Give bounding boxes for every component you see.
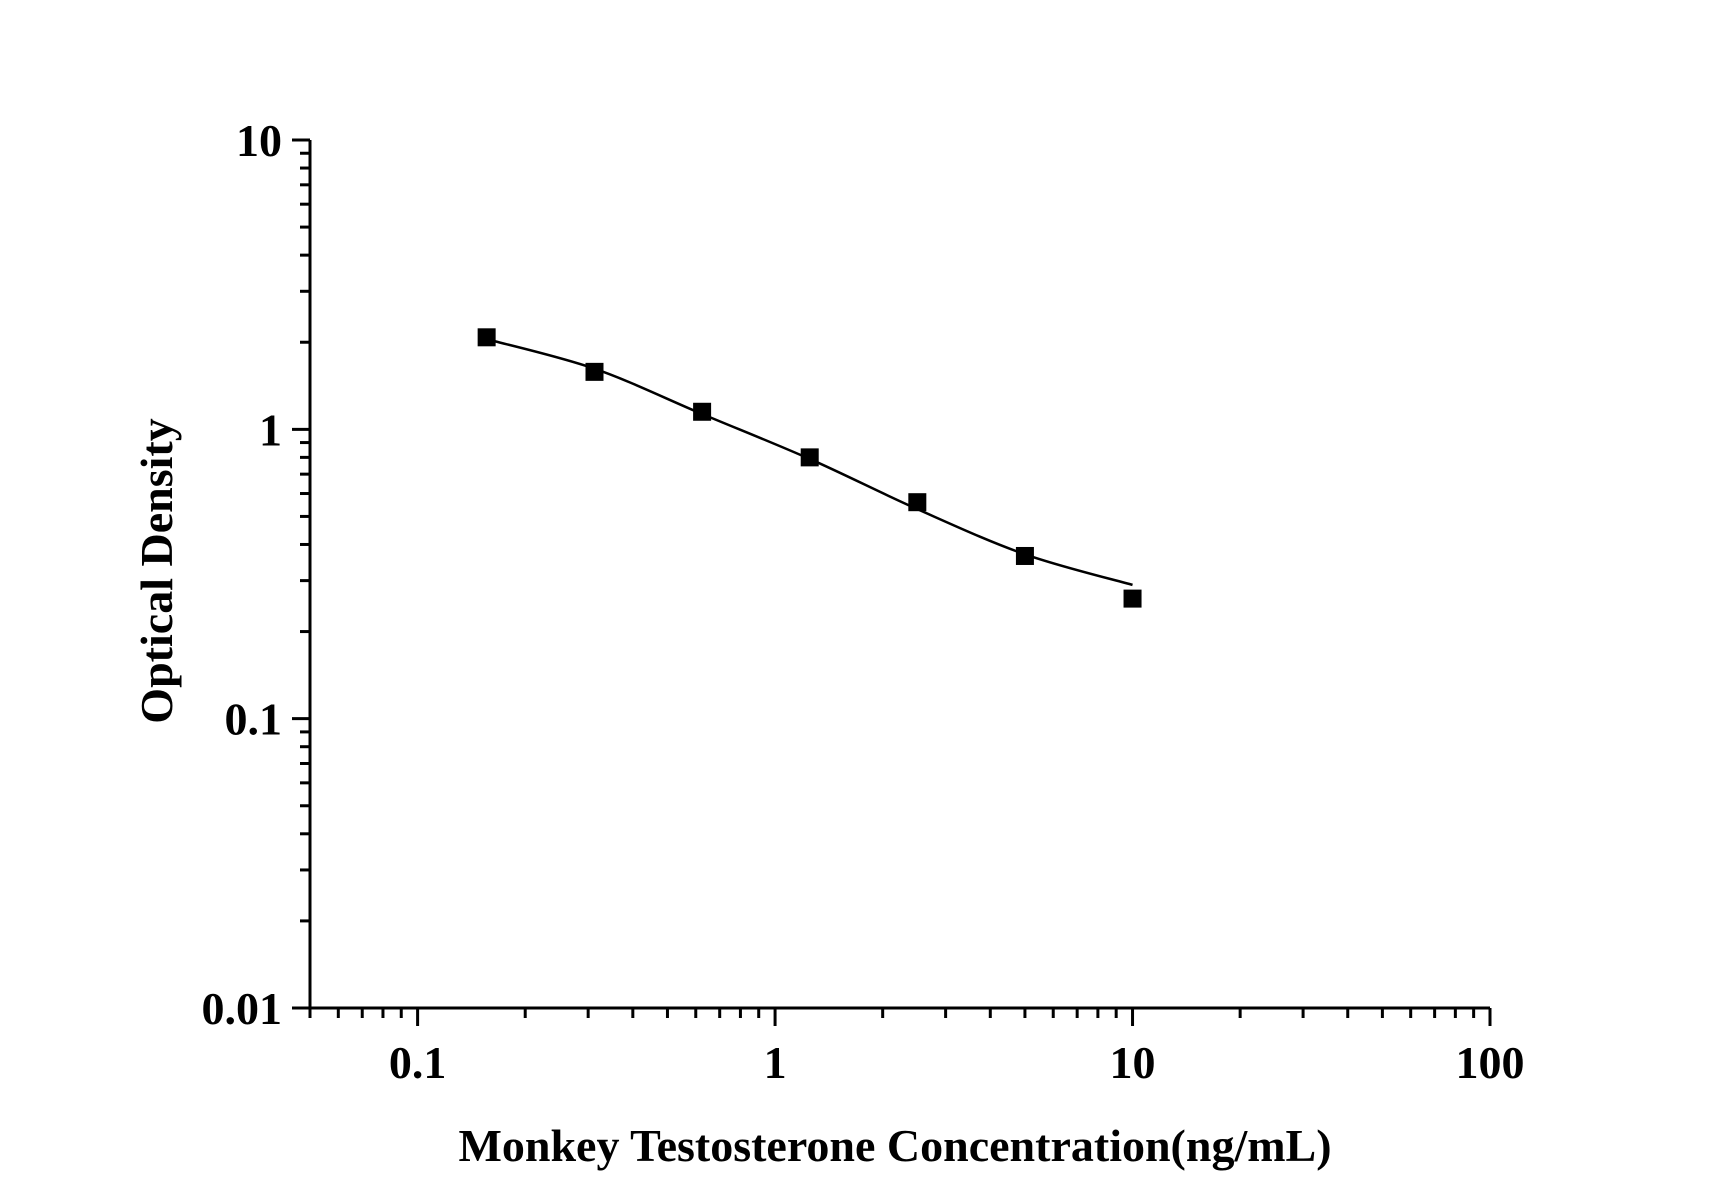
x-axis-label: Monkey Testosterone Concentration(ng/mL) (458, 1120, 1331, 1171)
data-point (1015, 546, 1034, 565)
data-point (1123, 589, 1142, 608)
y-axis-label: Optical Density (131, 418, 182, 723)
x-axis-ticks: 0.1 1 10 100 (308, 1008, 1525, 1088)
y-tick-label: 10 (236, 115, 282, 166)
data-point (477, 328, 496, 347)
y-tick-label: 1 (259, 404, 282, 455)
data-point (800, 448, 819, 467)
x-tick-label: 0.1 (389, 1037, 447, 1088)
data-points (477, 328, 1142, 608)
data-point (693, 402, 712, 421)
axes (308, 140, 1490, 1010)
x-tick-label: 1 (764, 1037, 787, 1088)
data-point (908, 493, 927, 512)
data-point (585, 362, 604, 381)
x-tick-label: 100 (1456, 1037, 1525, 1088)
y-axis-ticks: 0.01 0.1 1 10 (202, 115, 310, 1034)
y-tick-label: 0.01 (202, 983, 283, 1034)
y-tick-label: 0.1 (225, 694, 283, 745)
x-tick-label: 10 (1110, 1037, 1156, 1088)
